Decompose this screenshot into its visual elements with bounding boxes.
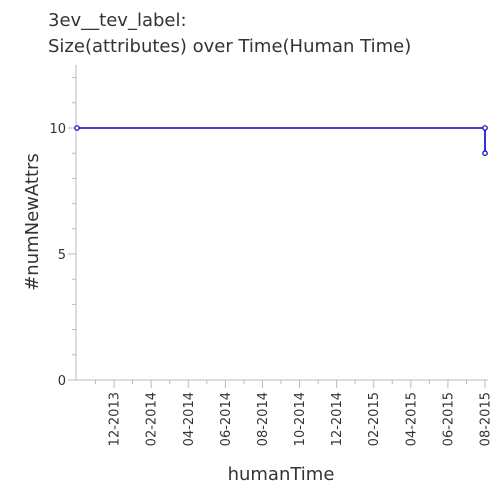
series-layer (74, 125, 488, 157)
x-tick-label: 04-2014 (182, 392, 197, 446)
series-line (77, 127, 486, 154)
chart-title: 3ev__tev_label: Size(attributes) over Ti… (48, 8, 411, 60)
data-point (482, 150, 488, 157)
x-tick-label: 10-2014 (293, 392, 308, 446)
x-axis: 12-2013 02-2014 04-2014 06-2014 08-2014 10-20… (76, 379, 494, 446)
data-point (74, 125, 80, 131)
x-axis-label: humanTime (228, 464, 335, 485)
x-tick-label: 12-2013 (108, 392, 123, 446)
y-axis: 0 5 10 (49, 65, 77, 389)
chart-title-line-2: Size(attributes) over Time(Human Time) (48, 36, 412, 57)
x-tick-label: 04-2015 (404, 392, 419, 446)
x-tick-label: 12-2014 (330, 392, 345, 446)
x-tick-label: 08-2014 (256, 392, 271, 446)
x-tick-label: 08-2015 (479, 392, 494, 446)
data-point (482, 125, 488, 131)
y-axis-label: #numNewAttrs (22, 153, 43, 291)
y-tick-label: 5 (58, 248, 66, 263)
chart-title-line-1: 3ev__tev_label: (48, 10, 187, 31)
x-tick-label: 02-2015 (367, 392, 382, 446)
y-tick-label: 10 (49, 122, 66, 137)
x-tick-label: 02-2014 (145, 392, 160, 446)
x-tick-label: 06-2015 (441, 392, 456, 446)
y-tick-label: 0 (58, 374, 66, 389)
x-tick-label: 06-2014 (219, 392, 234, 446)
